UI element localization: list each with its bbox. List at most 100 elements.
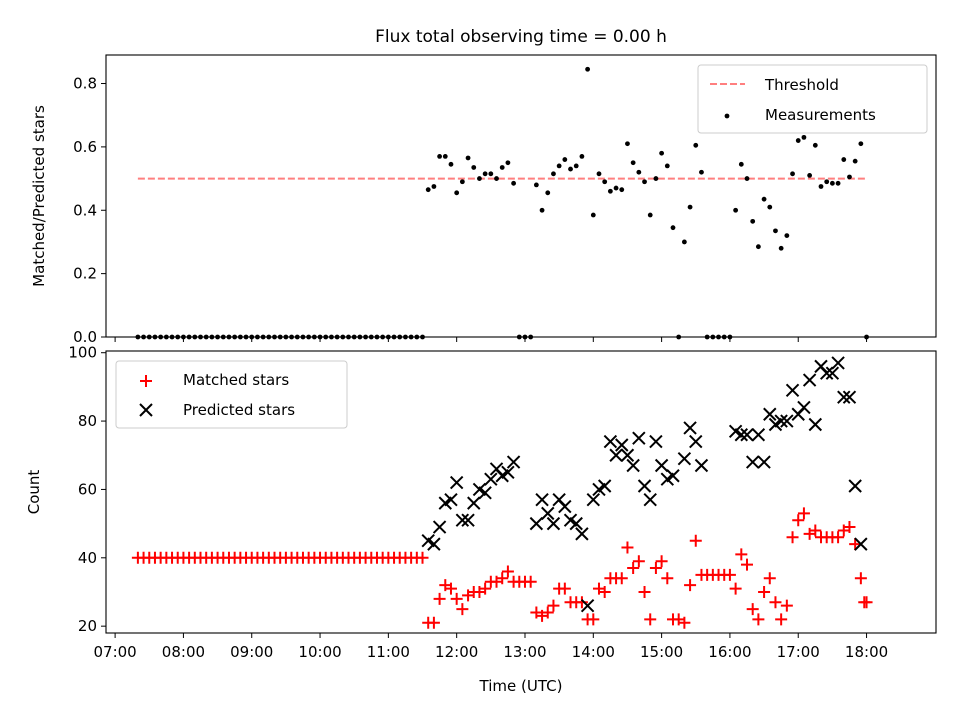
matched-star-point <box>775 613 788 626</box>
predicted-star-point <box>541 506 555 521</box>
matched-star-point <box>792 514 805 527</box>
measurement-point <box>511 180 516 186</box>
matched-star-point <box>741 558 754 571</box>
matched-star-point <box>797 507 810 520</box>
top-legend: Threshold Measurements <box>697 64 928 134</box>
measurement-point <box>841 157 847 162</box>
predicted-star-point <box>643 492 657 507</box>
matched-star-point <box>809 524 822 537</box>
predicted-star-point <box>774 414 788 428</box>
matched-star-point <box>547 599 560 612</box>
matched-star-point <box>427 616 440 629</box>
measurement-point <box>824 179 830 185</box>
predicted-star-point <box>586 492 601 507</box>
x-tick-label: 09:00 <box>230 643 273 661</box>
bottom-panel: 20 40 60 80 100 07:00 08:00 09:00 10:00 11:00 12:… <box>25 344 937 695</box>
measurement-point <box>807 173 813 178</box>
predicted-legend-marker <box>139 403 153 417</box>
measurement-point <box>744 176 750 181</box>
predicted-star-point <box>449 475 464 490</box>
predicted-star-point <box>535 492 549 507</box>
measurement-point <box>477 176 482 181</box>
x-tick-label: 18:00 <box>845 643 888 661</box>
bottom-x-axis-label: Time (UTC) <box>479 677 563 695</box>
measurement-point <box>835 180 841 186</box>
matched-star-point <box>843 521 856 534</box>
matched-star-point <box>444 582 457 595</box>
matched-star-point <box>541 606 554 619</box>
measurement-point <box>847 174 852 180</box>
matched-star-point <box>860 596 873 609</box>
y-tick-label: 0.4 <box>73 201 97 219</box>
predicted-star-point <box>575 527 589 541</box>
predicted-star-point <box>615 438 629 452</box>
measurement-point <box>568 166 573 172</box>
matched-star-point <box>746 603 759 616</box>
measurement-point <box>556 163 562 169</box>
x-tick-label: 15:00 <box>640 643 683 661</box>
y-tick-label: 0.2 <box>73 265 97 283</box>
matched-star-point <box>615 572 628 585</box>
matched-star-point <box>598 585 611 598</box>
measurement-point <box>790 171 795 177</box>
measurement-point <box>551 171 556 177</box>
measurements-legend-marker <box>724 113 730 119</box>
matched-star-point <box>661 572 674 585</box>
matched-star-point <box>849 538 862 551</box>
measurement-point <box>733 207 739 213</box>
matched-star-point <box>638 585 651 598</box>
predicted-star-point <box>848 479 862 493</box>
matched-star-point <box>678 616 691 629</box>
predicted-star-point <box>632 431 646 445</box>
predicted-star-point <box>842 390 857 404</box>
predicted-star-point <box>808 417 823 432</box>
predicted-star-point <box>677 451 692 466</box>
measurement-point <box>596 171 602 177</box>
predicted-star-point <box>734 428 749 442</box>
matched-star-point <box>621 541 634 554</box>
measurement-point <box>607 188 613 194</box>
measurement-point <box>625 141 630 147</box>
predicted-star-point <box>558 499 572 514</box>
measurement-point <box>437 153 442 159</box>
measurement-point <box>642 179 647 185</box>
predicted-star-point <box>689 434 703 449</box>
y-tick-label: 20 <box>78 617 97 635</box>
measurement-point <box>647 212 653 218</box>
predicted-star-point <box>626 458 640 473</box>
matched-star-point <box>575 596 588 609</box>
predicted-star-point <box>837 390 851 404</box>
measurement-point <box>858 141 864 147</box>
matched-star-point <box>416 551 429 564</box>
measurement-point <box>454 190 460 196</box>
matched-star-point <box>786 531 799 544</box>
measurement-point <box>619 187 625 193</box>
matched-star-point <box>752 613 765 626</box>
predicted-star-point <box>432 520 447 534</box>
measurement-point <box>767 204 773 210</box>
predicted-star-point <box>597 479 612 493</box>
measurement-point <box>664 163 670 169</box>
x-tick-label: 07:00 <box>93 643 136 661</box>
measurement-point <box>687 204 693 210</box>
bottom-x-axis: 07:00 08:00 09:00 10:00 11:00 12:00 13:00 14:00… <box>93 633 888 661</box>
x-tick-label: 17:00 <box>777 643 820 661</box>
measurement-point <box>539 207 545 213</box>
measurement-point <box>784 233 790 239</box>
measurement-point <box>630 160 636 166</box>
predicted-star-point <box>825 366 840 380</box>
x-tick-label: 08:00 <box>162 643 205 661</box>
top-legend-frame <box>697 64 928 134</box>
predicted-star-point <box>427 537 441 551</box>
matched-star-point <box>496 572 509 585</box>
matched-star-point <box>558 582 571 595</box>
top-plot-frame <box>105 54 937 338</box>
predicted-star-point <box>780 414 794 428</box>
measurement-point <box>579 153 585 159</box>
matched-star-point <box>627 562 640 575</box>
y-tick-label: 100 <box>68 344 97 362</box>
matched-star-point <box>763 572 776 585</box>
predicted-star-point <box>620 448 635 462</box>
measurement-point <box>442 153 448 159</box>
bottom-y-axis: 20 40 60 80 100 <box>68 344 106 635</box>
